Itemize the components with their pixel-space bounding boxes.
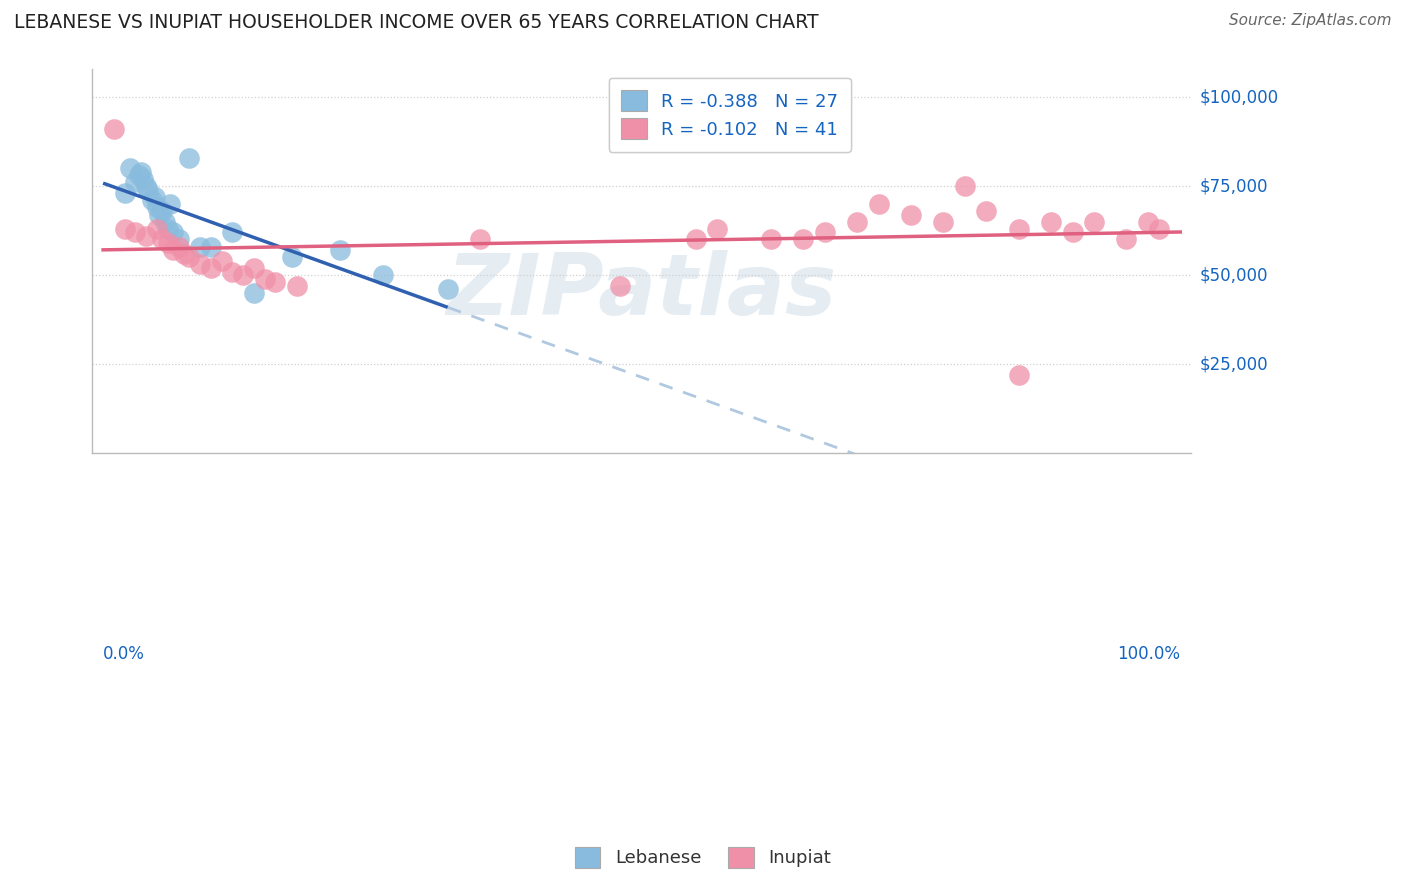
Point bbox=[264, 275, 287, 289]
Point bbox=[156, 221, 179, 235]
Point bbox=[167, 232, 190, 246]
Point bbox=[162, 243, 184, 257]
Point bbox=[114, 221, 136, 235]
Point bbox=[188, 257, 211, 271]
Point bbox=[179, 151, 201, 165]
Point bbox=[150, 232, 173, 246]
Point bbox=[976, 204, 998, 219]
Point bbox=[759, 232, 782, 246]
Point bbox=[146, 201, 169, 215]
Text: LEBANESE VS INUPIAT HOUSEHOLDER INCOME OVER 65 YEARS CORRELATION CHART: LEBANESE VS INUPIAT HOUSEHOLDER INCOME O… bbox=[14, 13, 818, 32]
Point bbox=[685, 232, 707, 246]
Text: $50,000: $50,000 bbox=[1199, 266, 1268, 284]
Text: $75,000: $75,000 bbox=[1199, 177, 1268, 195]
Text: Source: ZipAtlas.com: Source: ZipAtlas.com bbox=[1229, 13, 1392, 29]
Point bbox=[932, 214, 955, 228]
Legend: R = -0.388   N = 27, R = -0.102   N = 41: R = -0.388 N = 27, R = -0.102 N = 41 bbox=[609, 78, 851, 152]
Text: $100,000: $100,000 bbox=[1199, 88, 1278, 106]
Point bbox=[900, 208, 922, 222]
Point bbox=[814, 225, 837, 239]
Point bbox=[1115, 232, 1137, 246]
Point bbox=[221, 225, 243, 239]
Point bbox=[135, 228, 157, 243]
Point bbox=[162, 225, 184, 239]
Point bbox=[103, 122, 125, 136]
Text: ZIPatlas: ZIPatlas bbox=[447, 250, 837, 333]
Point bbox=[609, 278, 631, 293]
Point bbox=[200, 260, 222, 275]
Point bbox=[221, 264, 243, 278]
Text: $25,000: $25,000 bbox=[1199, 355, 1268, 373]
Point bbox=[232, 268, 254, 282]
Text: 100.0%: 100.0% bbox=[1118, 646, 1180, 664]
Point bbox=[118, 161, 141, 176]
Point bbox=[173, 246, 195, 260]
Point bbox=[156, 235, 179, 250]
Point bbox=[280, 250, 302, 264]
Point bbox=[953, 179, 976, 194]
Point bbox=[1083, 214, 1105, 228]
Point bbox=[706, 221, 728, 235]
Point bbox=[1040, 214, 1063, 228]
Point bbox=[468, 232, 491, 246]
Point bbox=[129, 165, 152, 179]
Point bbox=[243, 260, 266, 275]
Point bbox=[143, 190, 166, 204]
Point bbox=[373, 268, 395, 282]
Point bbox=[285, 278, 308, 293]
Point bbox=[253, 271, 276, 285]
Point bbox=[124, 225, 146, 239]
Point bbox=[868, 197, 890, 211]
Point bbox=[148, 208, 170, 222]
Point bbox=[329, 243, 352, 257]
Point bbox=[153, 214, 176, 228]
Point bbox=[1008, 221, 1031, 235]
Point bbox=[138, 183, 160, 197]
Legend: Lebanese, Inupiat: Lebanese, Inupiat bbox=[564, 836, 842, 879]
Point bbox=[243, 285, 266, 300]
Point bbox=[135, 179, 157, 194]
Point bbox=[124, 176, 146, 190]
Point bbox=[128, 169, 150, 183]
Point bbox=[159, 197, 181, 211]
Point bbox=[211, 253, 233, 268]
Point bbox=[114, 186, 136, 201]
Point bbox=[1062, 225, 1084, 239]
Point bbox=[132, 172, 155, 186]
Point bbox=[146, 221, 169, 235]
Point bbox=[200, 239, 222, 253]
Point bbox=[141, 194, 163, 208]
Point bbox=[846, 214, 869, 228]
Point bbox=[436, 282, 458, 296]
Point bbox=[1136, 214, 1159, 228]
Point bbox=[167, 239, 190, 253]
Point bbox=[188, 239, 211, 253]
Point bbox=[792, 232, 814, 246]
Point bbox=[1008, 368, 1031, 382]
Point bbox=[1147, 221, 1170, 235]
Text: 0.0%: 0.0% bbox=[103, 646, 145, 664]
Point bbox=[179, 250, 201, 264]
Point bbox=[150, 204, 173, 219]
